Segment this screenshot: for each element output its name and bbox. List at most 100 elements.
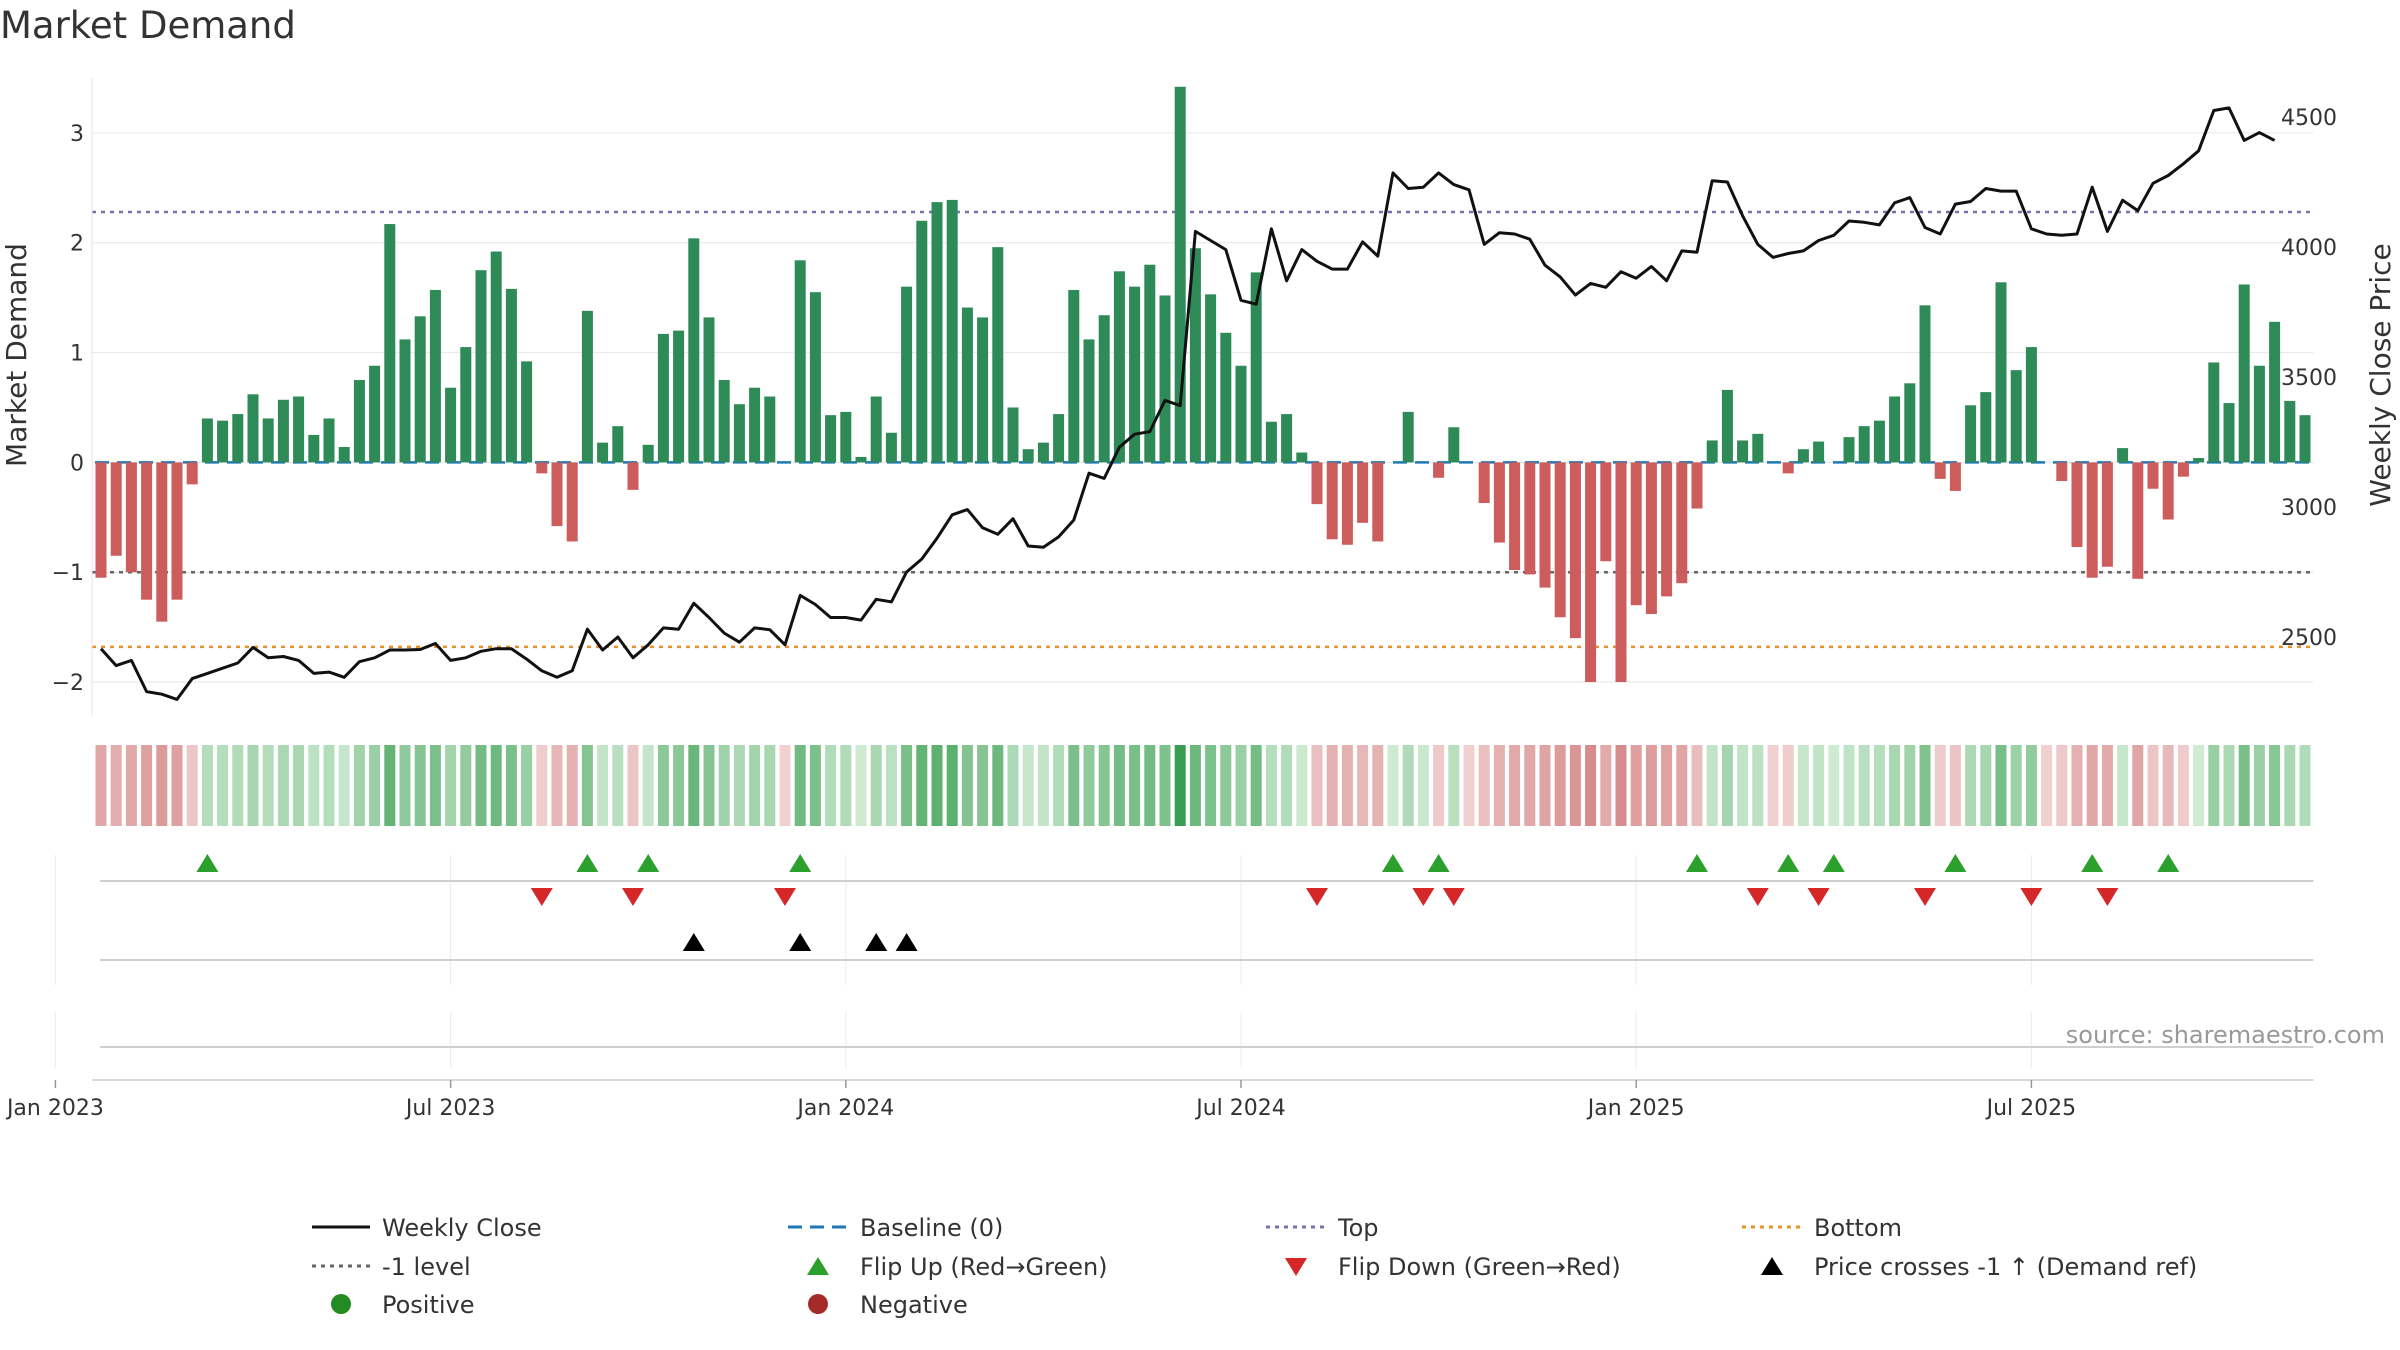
- heat-cell: [1037, 745, 1049, 826]
- y-left-tick-label: −1: [52, 561, 84, 586]
- heat-cell: [125, 745, 137, 826]
- heat-cell: [277, 745, 289, 826]
- legend-weekly-close: Weekly Close: [382, 1214, 542, 1242]
- heat-cell: [1691, 745, 1703, 826]
- y-left-tick-label: −2: [52, 671, 84, 696]
- demand-bar: [1737, 440, 1749, 463]
- heat-cell: [1448, 745, 1460, 826]
- heat-cell: [2025, 745, 2037, 826]
- heat-cell: [2147, 745, 2159, 826]
- demand-bar: [110, 462, 122, 556]
- demand-bar: [2223, 403, 2235, 463]
- heat-cell: [1250, 745, 1262, 826]
- demand-bar: [1478, 462, 1490, 504]
- demand-bar: [1265, 421, 1277, 463]
- demand-bar: [825, 415, 837, 463]
- demand-bar: [1372, 462, 1384, 542]
- demand-bar: [217, 420, 229, 463]
- demand-bar: [885, 432, 897, 463]
- demand-bar: [1281, 414, 1293, 463]
- demand-bar: [1007, 407, 1019, 463]
- heat-cell: [323, 745, 335, 826]
- legend-positive: Positive: [382, 1291, 475, 1319]
- x-tick-label: Jul 2023: [404, 1096, 496, 1121]
- demand-bar: [1873, 420, 1885, 463]
- demand-bar: [2284, 400, 2296, 463]
- heat-cell: [2269, 745, 2281, 826]
- demand-bar: [338, 447, 350, 463]
- demand-bar: [1098, 315, 1110, 463]
- heat-cell: [1630, 745, 1642, 826]
- heat-cell: [1965, 745, 1977, 826]
- demand-bar: [1569, 462, 1581, 639]
- heat-cell: [1205, 745, 1217, 826]
- demand-bar: [733, 404, 745, 463]
- demand-bar: [277, 399, 289, 463]
- flip-up-marker: [1944, 854, 1967, 872]
- heat-cell: [977, 745, 989, 826]
- demand-bar: [1433, 462, 1445, 478]
- demand-bar: [2071, 462, 2083, 547]
- heat-cell: [749, 745, 761, 826]
- heat-cell: [1889, 745, 1901, 826]
- demand-bar: [1159, 295, 1171, 463]
- heat-cell: [931, 745, 943, 826]
- heat-cell: [1797, 745, 1809, 826]
- demand-bar: [1645, 462, 1657, 614]
- heat-cell: [505, 745, 517, 826]
- heat-cell: [171, 745, 183, 826]
- heat-cell: [855, 745, 867, 826]
- heat-cell: [627, 745, 639, 826]
- x-tick-label: Jan 2024: [795, 1096, 894, 1121]
- demand-bar: [703, 317, 715, 463]
- flip-down-marker: [1412, 888, 1435, 906]
- demand-bar: [323, 418, 335, 463]
- heat-cell: [1098, 745, 1110, 826]
- demand-bar: [186, 462, 198, 485]
- demand-bar: [1585, 462, 1597, 683]
- demand-bar: [2253, 365, 2265, 463]
- axes: −2 −1 0 1 2 3 2500 3000 3500 4000 4500: [52, 78, 2337, 715]
- demand-bar: [1083, 339, 1095, 463]
- flip-down-marker: [622, 888, 644, 906]
- legend-top: Top: [1337, 1214, 1379, 1242]
- demand-bar: [1600, 462, 1612, 562]
- heat-cell: [2177, 745, 2189, 826]
- chart-title: Market Demand: [0, 4, 296, 47]
- demand-bar: [1676, 462, 1688, 584]
- demand-bar: [794, 260, 806, 463]
- heat-cell: [399, 745, 411, 826]
- heat-cell: [1585, 745, 1597, 826]
- heat-cell: [1949, 745, 1961, 826]
- heat-cell: [1129, 745, 1141, 826]
- heat-cell: [1980, 745, 1992, 826]
- demand-bar: [1949, 462, 1961, 491]
- y-axis-right-label: Weekly Close Price: [2364, 243, 2397, 506]
- heat-cell: [2010, 745, 2022, 826]
- demand-bar: [1220, 332, 1232, 463]
- demand-bar: [171, 462, 183, 600]
- demand-bars: [95, 86, 2311, 683]
- demand-bar: [566, 462, 578, 542]
- heat-cell: [1281, 745, 1293, 826]
- demand-bar: [1448, 427, 1460, 463]
- demand-bar: [308, 434, 320, 463]
- flip-up-marker: [2081, 854, 2104, 872]
- demand-bar: [460, 347, 472, 463]
- heat-cell: [2086, 745, 2098, 826]
- heat-cell: [1843, 745, 1855, 826]
- y-right-tick-label: 2500: [2281, 626, 2337, 651]
- legend-flip-up: Flip Up (Red→Green): [860, 1253, 1108, 1281]
- heat-cell: [612, 745, 624, 826]
- heat-cell: [414, 745, 426, 826]
- heat-cell: [521, 745, 533, 826]
- legend-cross: Price crosses -1 ↑ (Demand ref): [1814, 1253, 2197, 1281]
- heat-cell: [2056, 745, 2068, 826]
- heat-cell: [673, 745, 685, 826]
- demand-bar: [369, 365, 381, 463]
- demand-bar: [1904, 383, 1916, 463]
- demand-bar: [1721, 389, 1733, 463]
- heat-cell: [247, 745, 259, 826]
- heat-cell: [445, 745, 457, 826]
- heat-cell: [794, 745, 806, 826]
